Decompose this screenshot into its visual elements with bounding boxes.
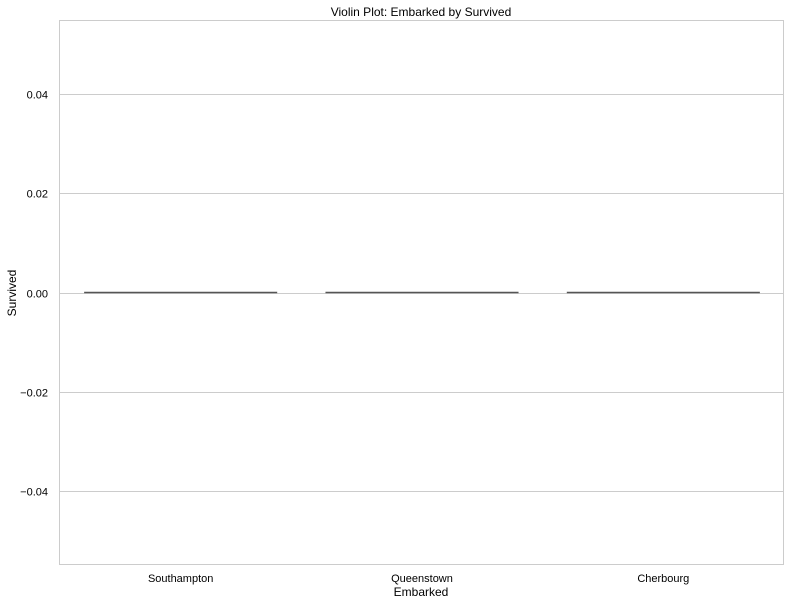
chart-title: Violin Plot: Embarked by Survived bbox=[331, 5, 512, 19]
y-tick-label: −0.04 bbox=[20, 487, 48, 499]
y-axis-ticks: 0.04 0.02 0.00 −0.02 −0.04 bbox=[20, 90, 48, 499]
grid-lines bbox=[60, 94, 784, 492]
x-tick-label: Cherbourg bbox=[637, 573, 689, 585]
y-tick-label: −0.02 bbox=[20, 388, 48, 400]
x-axis-label: Embarked bbox=[394, 585, 449, 599]
plot-area-frame bbox=[59, 20, 784, 565]
x-tick-label: Queenstown bbox=[391, 573, 453, 585]
x-axis-ticks: Southampton Queenstown Cherbourg bbox=[148, 573, 689, 585]
y-axis-label: Survived bbox=[5, 270, 19, 317]
y-tick-label: 0.00 bbox=[27, 289, 48, 301]
y-tick-label: 0.02 bbox=[27, 189, 48, 201]
y-tick-label: 0.04 bbox=[27, 90, 48, 102]
x-tick-label: Southampton bbox=[148, 573, 213, 585]
